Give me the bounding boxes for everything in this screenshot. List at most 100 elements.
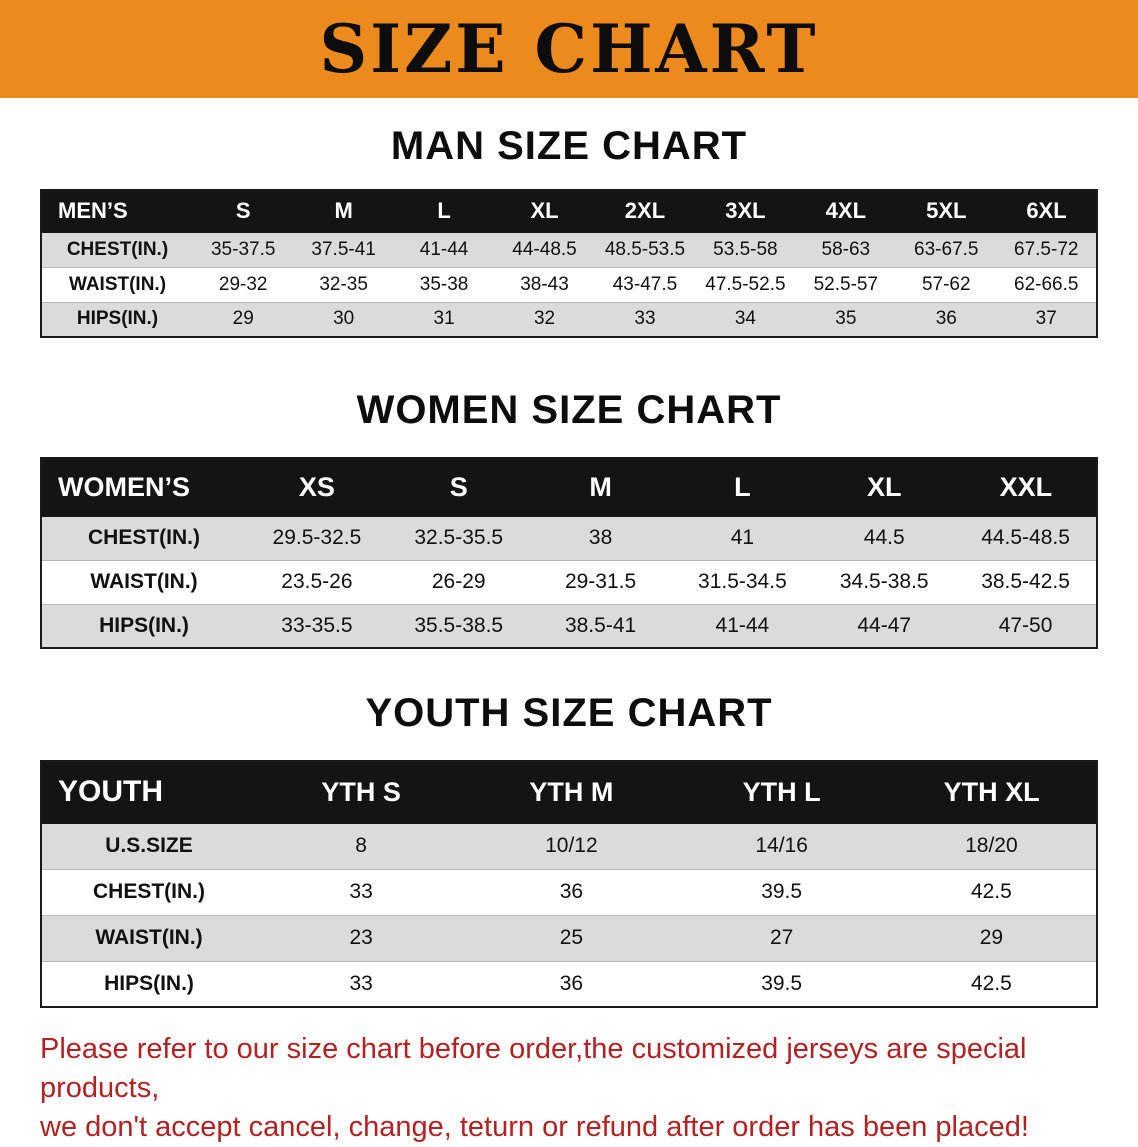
cell-value: 41-44 <box>393 232 495 268</box>
cell-value: 33 <box>256 869 467 916</box>
column-header: 4XL <box>795 189 897 233</box>
disclaimer-line-2: we don't accept cancel, change, teturn o… <box>40 1111 1029 1144</box>
cell-value: 36 <box>935 308 957 330</box>
page-title: SIZE CHART <box>319 10 819 88</box>
youth-size-table: YOUTH YTH S YTH M YTH L YTH XL U.S.SIZE 8 10/12… <box>40 760 1098 1008</box>
table-row: CHEST(IN.) 35-37.5 37.5-41 41-44 44-48.5 48.5… <box>41 232 1097 268</box>
cell-value: 33 <box>634 308 656 330</box>
cell-value: 35.5-38.5 <box>414 613 504 637</box>
table-row: HIPS(IN.) 29 30 31 32 33 34 35 36 37 <box>41 302 1097 337</box>
table-row: WAIST(IN.) 23.5-26 26-29 29-31.5 31.5-34.5 34… <box>41 560 1097 605</box>
column-header: YTH S <box>255 760 467 824</box>
table-header-row: MEN’S S M L XL 2XL 3XL 4XL 5XL 6XL <box>40 189 1098 233</box>
cell-value: 18/20 <box>886 823 1097 870</box>
column-header: 5XL <box>895 189 998 233</box>
cell-value: 38.5-42.5 <box>955 560 1097 605</box>
cell-value: 25 <box>466 915 677 962</box>
cell-value: 41-44 <box>715 613 770 637</box>
table-header-row: YOUTH YTH S YTH M YTH L YTH XL <box>40 760 1098 824</box>
row-label: WAIST(IN.) <box>41 560 246 605</box>
column-header: M <box>292 189 395 233</box>
table-row: HIPS(IN.) 33-35.5 35.5-38.5 38.5-41 41-44 44-… <box>41 604 1097 648</box>
row-label: HIPS(IN.) <box>76 308 159 330</box>
cell-value: 57-62 <box>896 267 997 303</box>
cell-value: 34.5-38.5 <box>813 560 956 605</box>
cell-value: 26-29 <box>387 560 530 605</box>
column-header: 2XL <box>594 189 696 233</box>
cell-value: 37.5-41 <box>293 232 394 268</box>
column-header: M <box>529 457 672 517</box>
cell-value: 32.5-35.5 <box>387 516 530 561</box>
row-label: CHEST(IN.) <box>41 869 256 916</box>
youth-section-title: YOUTH SIZE CHART <box>365 691 773 735</box>
table-row: U.S.SIZE 8 10/12 14/16 18/20 <box>41 823 1097 870</box>
cell-value: 44-48.5 <box>494 232 595 268</box>
cell-value: 39.5 <box>676 869 887 916</box>
column-header: S <box>387 457 531 517</box>
cell-value: 44.5 <box>813 516 956 561</box>
cell-value: 23 <box>256 915 467 962</box>
cell-value: 44-47 <box>857 613 912 637</box>
cell-value: 27 <box>676 915 887 962</box>
cell-value: 14/16 <box>676 823 887 870</box>
cell-value: 29-32 <box>193 267 294 303</box>
cell-value: 48.5-53.5 <box>594 232 696 268</box>
table-title-cell: MEN’S <box>40 189 194 233</box>
table-row: WAIST(IN.) 29-32 32-35 35-38 38-43 43-47.5 47.… <box>41 267 1097 303</box>
cell-value: 29.5-32.5 <box>246 516 388 561</box>
cell-value: 47-50 <box>998 613 1053 637</box>
cell-value: 38 <box>529 516 672 561</box>
cell-value: 29-31.5 <box>529 560 672 605</box>
cell-value: 31 <box>433 308 455 330</box>
column-header: YTH XL <box>886 760 1098 824</box>
column-header: XS <box>245 457 389 517</box>
women-size-table: WOMEN’S XS S M L XL XXL CHEST(IN.) 29.5-32.5 32.5… <box>40 457 1098 649</box>
cell-value: 38-43 <box>494 267 595 303</box>
cell-value: 62-66.5 <box>996 267 1097 303</box>
men-section-title: MAN SIZE CHART <box>390 124 748 168</box>
row-label: CHEST(IN.) <box>41 232 193 268</box>
cell-value: 42.5 <box>886 869 1097 916</box>
table-title-cell: YOUTH <box>40 760 257 824</box>
cell-value: 41 <box>671 516 814 561</box>
cell-value: 34 <box>734 308 756 330</box>
table-header-row: WOMEN’S XS S M L XL XXL <box>40 457 1098 517</box>
cell-value: 44.5-48.5 <box>955 516 1097 561</box>
cell-value: 35-37.5 <box>193 232 294 268</box>
table-row: CHEST(IN.) 29.5-32.5 32.5-35.5 38 41 44.5 44.5… <box>41 516 1097 561</box>
cell-value: 32-35 <box>293 267 394 303</box>
cell-value: 30 <box>333 308 355 330</box>
table-title-cell: WOMEN’S <box>40 457 247 517</box>
column-header: YTH M <box>465 760 678 824</box>
row-label: HIPS(IN.) <box>99 613 189 637</box>
row-label: WAIST(IN.) <box>41 915 256 962</box>
cell-value: 67.5-72 <box>996 232 1097 268</box>
column-header: XL <box>493 189 596 233</box>
column-header: XXL <box>954 457 1098 517</box>
cell-value: 33 <box>349 971 373 995</box>
cell-value: 37 <box>1035 308 1057 330</box>
cell-value: 29 <box>232 308 254 330</box>
column-header: XL <box>812 457 956 517</box>
table-row: CHEST(IN.) 33 36 39.5 42.5 <box>41 869 1097 916</box>
cell-value: 23.5-26 <box>246 560 388 605</box>
row-label: CHEST(IN.) <box>41 516 246 561</box>
cell-value: 31.5-34.5 <box>671 560 814 605</box>
cell-value: 47.5-52.5 <box>695 267 796 303</box>
cell-value: 29 <box>886 915 1097 962</box>
disclaimer: Please refer to our size chart before or… <box>40 1030 1098 1147</box>
disclaimer-line-1: Please refer to our size chart before or… <box>40 1033 1027 1105</box>
column-header: L <box>670 457 814 517</box>
column-header: YTH L <box>675 760 888 824</box>
cell-value: 58-63 <box>795 232 897 268</box>
row-label: WAIST(IN.) <box>41 267 193 303</box>
cell-value: 42.5 <box>970 971 1012 995</box>
women-section-title: WOMEN SIZE CHART <box>356 388 782 432</box>
cell-value: 38.5-41 <box>564 613 637 637</box>
banner: SIZE CHART <box>0 0 1138 98</box>
cell-value: 8 <box>256 823 467 870</box>
men-size-table: MEN’S S M L XL 2XL 3XL 4XL 5XL 6XL CHEST(IN.) 35-37… <box>40 189 1098 338</box>
cell-value: 39.5 <box>761 971 803 995</box>
cell-value: 32 <box>533 308 556 330</box>
